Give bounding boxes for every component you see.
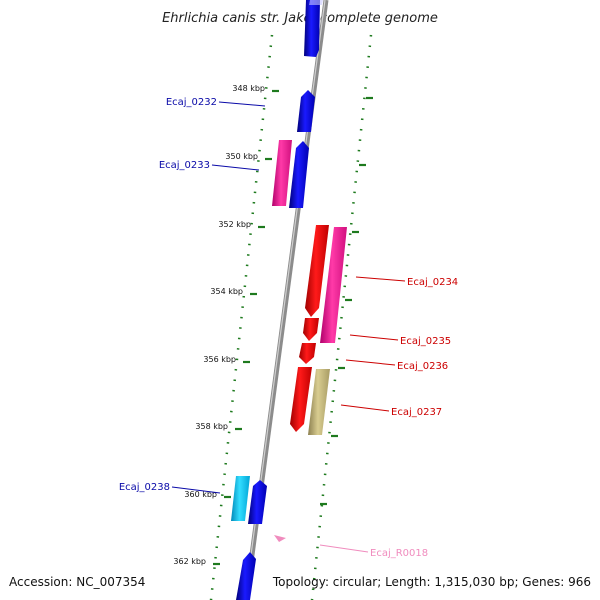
accession-text: Accession: NC_007354: [9, 575, 145, 589]
gene-ecaj-0233[interactable]: [289, 141, 309, 208]
leader-ecaj-0236: [345, 359, 396, 366]
genome-summary-text: Topology: circular; Length: 1,315,030 bp…: [272, 575, 591, 589]
gene-arrow[interactable]: [304, 0, 320, 57]
leader-ecaj-0233: [211, 164, 260, 171]
gene-ecaj-0232[interactable]: [297, 90, 315, 132]
label-leaders: [171, 101, 406, 553]
gene-ecaj-0235[interactable]: [303, 318, 319, 341]
pseudogene-ecaj-0233[interactable]: [272, 140, 292, 206]
gene-ecaj-0238[interactable]: [248, 480, 267, 524]
tick-label: 350 kbp: [225, 152, 258, 161]
inner-dotted-track: [209, 34, 274, 600]
tick-label: 360 kbp: [184, 490, 217, 499]
gene-label[interactable]: Ecaj_0234: [407, 277, 458, 288]
cds-ecaj-0237[interactable]: [308, 369, 330, 435]
outer-dotted-track: [310, 34, 373, 600]
gene-label[interactable]: Ecaj_0238: [119, 482, 170, 493]
gene-label[interactable]: Ecaj_0235: [400, 336, 451, 347]
gene-arrow-highlight: [309, 0, 323, 5]
leader-ecaj-0238: [171, 486, 221, 494]
tick-label: 356 kbp: [203, 355, 236, 364]
gene-ecaj-0236[interactable]: [299, 343, 316, 364]
tick-marks: [213, 89, 373, 566]
tick-label: 358 kbp: [195, 422, 228, 431]
tick-label: 352 kbp: [218, 220, 251, 229]
gene-label[interactable]: Ecaj_0237: [391, 407, 442, 418]
gene-label[interactable]: Ecaj_0232: [166, 97, 217, 108]
leader-ecaj-0234: [355, 276, 406, 282]
gene-label[interactable]: Ecaj_0236: [397, 361, 448, 372]
leader-ecaj-0235: [349, 334, 399, 341]
rna-ecaj-0238[interactable]: [231, 476, 250, 521]
leader-ecaj-0237: [340, 404, 390, 412]
tick-labels: 348 kbp 350 kbp 352 kbp 354 kbp 356 kbp …: [173, 84, 265, 566]
gene-arrow[interactable]: [236, 552, 256, 600]
gene-label[interactable]: Ecaj_R0018: [370, 548, 428, 559]
gene-labels: Ecaj_0232 Ecaj_0233 Ecaj_0234 Ecaj_0235 …: [119, 97, 458, 559]
gene-label[interactable]: Ecaj_0233: [159, 160, 210, 171]
tick-label: 348 kbp: [232, 84, 265, 93]
tick-label: 354 kbp: [210, 287, 243, 296]
leader-ecaj-r0018: [319, 544, 369, 553]
map-title: Ehrlichia canis str. Jake, complete geno…: [162, 11, 438, 26]
tick-label: 362 kbp: [173, 557, 206, 566]
leader-ecaj-0232: [218, 101, 266, 107]
gene-ecaj-0234[interactable]: [305, 225, 329, 317]
gene-features: [231, 0, 347, 600]
gene-ecaj-0237[interactable]: [290, 367, 312, 432]
rna-ecaj-r0018[interactable]: [274, 535, 286, 542]
pseudogene-ecaj-0234[interactable]: [320, 227, 347, 343]
